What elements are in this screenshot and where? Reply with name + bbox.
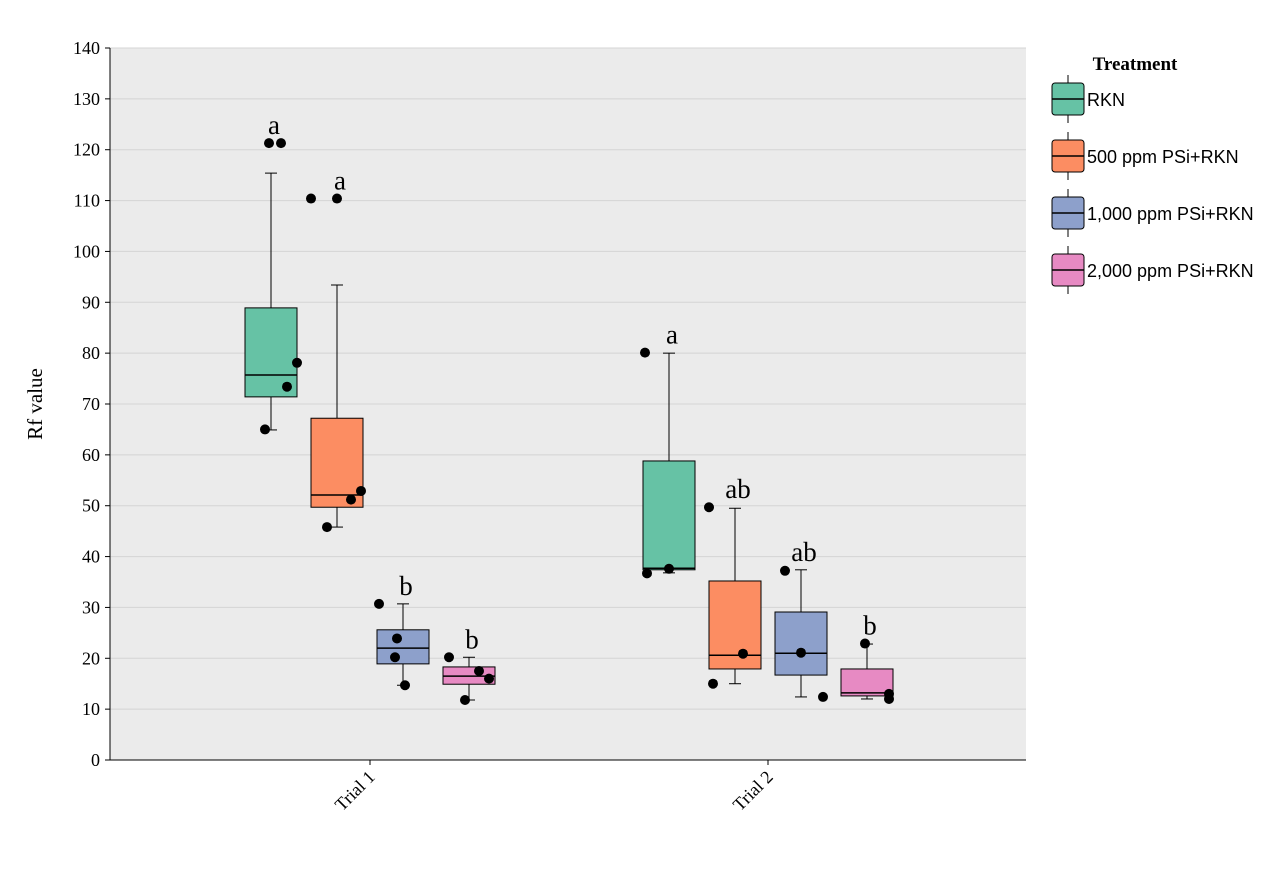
data-point bbox=[346, 494, 356, 505]
data-point bbox=[400, 680, 410, 691]
box bbox=[774, 611, 828, 676]
legend-item: 2,000 ppm PSi+RKN bbox=[1051, 246, 1254, 294]
data-point bbox=[818, 691, 828, 702]
data-point bbox=[884, 693, 894, 704]
y-tick-label: 50 bbox=[82, 496, 100, 516]
box bbox=[708, 580, 762, 670]
box-2-1: ab bbox=[774, 537, 828, 702]
box bbox=[642, 460, 696, 571]
y-tick-label: 100 bbox=[73, 241, 100, 261]
data-point bbox=[460, 694, 470, 705]
data-point bbox=[738, 648, 748, 659]
data-point bbox=[704, 502, 714, 513]
data-point bbox=[332, 193, 342, 204]
data-point bbox=[444, 652, 454, 663]
data-point bbox=[306, 193, 316, 204]
box-0-1: a bbox=[640, 320, 696, 579]
legend-label: 500 ppm PSi+RKN bbox=[1087, 147, 1239, 167]
data-point bbox=[708, 678, 718, 689]
y-tick-label: 30 bbox=[82, 597, 100, 617]
legend-item: 500 ppm PSi+RKN bbox=[1051, 132, 1239, 180]
data-point bbox=[292, 357, 302, 368]
box-0-0: a bbox=[244, 110, 302, 435]
significance-letter: b bbox=[465, 624, 479, 654]
significance-letter: b bbox=[863, 611, 877, 641]
y-tick-label: 40 bbox=[82, 547, 100, 567]
y-tick-label: 80 bbox=[82, 343, 100, 363]
significance-letter: a bbox=[334, 166, 346, 196]
y-tick-label: 0 bbox=[91, 750, 100, 770]
data-point bbox=[282, 381, 292, 392]
data-point bbox=[390, 652, 400, 663]
data-point bbox=[276, 138, 286, 149]
box-3-0: b bbox=[442, 624, 496, 705]
y-tick-label: 10 bbox=[82, 699, 100, 719]
y-tick-label: 140 bbox=[73, 38, 100, 58]
box bbox=[376, 629, 430, 665]
y-tick-label: 90 bbox=[82, 292, 100, 312]
x-tick-label: Trial 1 bbox=[331, 767, 379, 815]
legend-item: 1,000 ppm PSi+RKN bbox=[1051, 189, 1254, 237]
legend-label: 1,000 ppm PSi+RKN bbox=[1087, 204, 1254, 224]
data-point bbox=[640, 347, 650, 358]
box-1-0: a bbox=[306, 166, 366, 533]
data-point bbox=[392, 633, 402, 644]
x-tick-label: Trial 2 bbox=[729, 767, 777, 815]
y-tick-label: 120 bbox=[73, 140, 100, 160]
data-point bbox=[374, 598, 384, 609]
data-point bbox=[260, 424, 270, 435]
box bbox=[840, 668, 894, 697]
y-tick-label: 60 bbox=[82, 445, 100, 465]
box-1-1: ab bbox=[704, 474, 762, 689]
box-3-1: b bbox=[840, 611, 894, 704]
significance-letter: ab bbox=[725, 474, 750, 504]
y-tick-label: 110 bbox=[74, 191, 100, 211]
legend-title: Treatment bbox=[1093, 54, 1178, 75]
legend-item: RKN bbox=[1051, 75, 1125, 123]
significance-letter: b bbox=[399, 571, 413, 601]
data-point bbox=[860, 638, 870, 649]
significance-letter: ab bbox=[791, 537, 816, 567]
y-tick-label: 20 bbox=[82, 648, 100, 668]
y-axis-label: Rf value bbox=[23, 368, 47, 440]
legend-label: RKN bbox=[1087, 90, 1125, 110]
significance-letter: a bbox=[666, 320, 678, 350]
data-point bbox=[356, 485, 366, 496]
y-tick-label: 130 bbox=[73, 89, 100, 109]
data-point bbox=[484, 673, 494, 684]
box bbox=[310, 417, 364, 508]
data-point bbox=[322, 522, 332, 533]
data-point bbox=[264, 138, 274, 149]
significance-letter: a bbox=[268, 110, 280, 140]
y-tick-label: 70 bbox=[82, 394, 100, 414]
box-2-0: b bbox=[374, 571, 430, 691]
data-point bbox=[796, 647, 806, 658]
data-point bbox=[780, 565, 790, 576]
data-point bbox=[664, 563, 674, 574]
legend-label: 2,000 ppm PSi+RKN bbox=[1087, 261, 1254, 281]
data-point bbox=[642, 568, 652, 579]
data-point bbox=[474, 666, 484, 676]
